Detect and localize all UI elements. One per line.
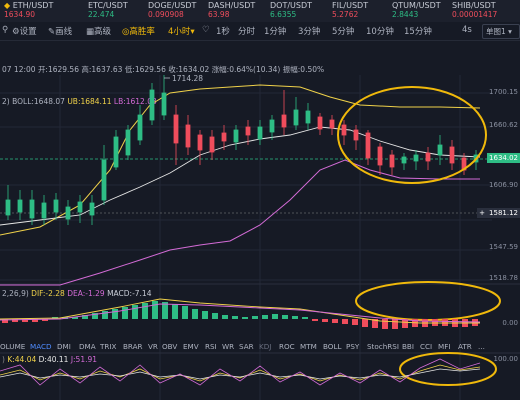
ticker-symbol: QTUM/USDT: [392, 1, 441, 10]
tab-kdj[interactable]: KDJ: [259, 342, 272, 351]
tab-macd[interactable]: MACD: [30, 342, 52, 351]
tab-rsi[interactable]: RSI: [205, 342, 217, 351]
kdj-info: ) K:44.04 D:40.11 J:51.91: [2, 355, 98, 364]
ticker-symbol: DOT/USDT: [270, 1, 313, 10]
tab-volume[interactable]: OLUME: [0, 342, 26, 351]
ticker-etc[interactable]: ETC/USDT 22.474: [88, 1, 128, 19]
price-tick: 1518.78: [489, 274, 518, 282]
macd-dea-line: [0, 303, 481, 323]
interval-15m[interactable]: 15分钟: [404, 27, 432, 37]
macd-info: 2,26,9) DIF:-2.28 DEA:-1.29 MACD:-7.14: [2, 289, 152, 298]
ticker-eth[interactable]: ◆ ETH/USDT 1634.90: [4, 1, 53, 19]
kdj-d-line: [0, 368, 481, 380]
price-tick: 1700.15: [489, 88, 518, 96]
ticker-shib[interactable]: SHIB/USDT 0.00001417: [452, 1, 497, 19]
tab-boll[interactable]: BOLL: [323, 342, 342, 351]
tab-more[interactable]: ...: [478, 342, 485, 351]
plus-icon: +: [479, 209, 486, 217]
ticker-price: 6.6355: [270, 10, 297, 19]
candlestick-chart[interactable]: [0, 75, 520, 400]
kdj-k-line: [0, 364, 481, 382]
interval-1s[interactable]: 1秒: [216, 27, 230, 37]
ticker-symbol: DOGE/USDT: [148, 1, 197, 10]
tab-cci[interactable]: CCI: [420, 342, 433, 351]
interval-5m[interactable]: 5分钟: [332, 27, 355, 37]
tab-brar[interactable]: BRAR: [123, 342, 143, 351]
chart-toolbar: ⚲ ⚙设置 ✎画线 ▦高级 ◎高胜率 4小时▾ ♡ 1秒 分时 1分钟 3分钟 …: [0, 22, 520, 41]
ticker-price: 22.474: [88, 10, 115, 19]
tab-emv[interactable]: EMV: [183, 342, 199, 351]
price-tick: 1606.90: [489, 181, 518, 189]
kdj-j-line: [0, 358, 481, 386]
annotation-ellipse-price: [337, 86, 487, 184]
tab-sar[interactable]: SAR: [239, 342, 254, 351]
ticker-dash[interactable]: DASH/USDT 63.98: [208, 1, 255, 19]
tab-stochrsi[interactable]: StochRSI: [367, 342, 399, 351]
ticker-price: 2.8443: [392, 10, 419, 19]
kdj-scale: 100.00: [493, 355, 519, 363]
boll-lower-line: [0, 159, 480, 286]
macd-dif-line: [0, 298, 480, 324]
candles-up: [5, 75, 479, 225]
annotation-ellipse-kdj: [399, 352, 497, 386]
tab-dma[interactable]: DMA: [79, 342, 96, 351]
macd-histogram: [2, 301, 478, 329]
tab-trix[interactable]: TRIX: [100, 342, 117, 351]
draw-line-button[interactable]: ✎画线: [48, 27, 73, 37]
macd-scale: 0.00: [502, 319, 518, 327]
tab-atr[interactable]: ATR: [458, 342, 472, 351]
interval-10m[interactable]: 10分钟: [366, 27, 394, 37]
current-price-tag: 1634.02: [487, 153, 520, 163]
ohlc-info: 07 12:00 开:1629.56 高:1637.63 低:1629.56 收…: [2, 65, 325, 74]
candles-down: [173, 90, 467, 175]
ticker-symbol: FIL/USDT: [332, 1, 369, 10]
ticker-bar: ◆ ETH/USDT 1634.90 ETC/USDT 22.474 DOGE/US…: [0, 0, 520, 23]
interval-3m[interactable]: 3分钟: [298, 27, 321, 37]
tab-mfi[interactable]: MFI: [438, 342, 451, 351]
advanced-chart-button[interactable]: ▦高级: [86, 27, 112, 37]
interval-1m[interactable]: 1分钟: [264, 27, 287, 37]
tab-vr[interactable]: VR: [148, 342, 158, 351]
ticker-price: 1634.90: [4, 10, 36, 19]
tab-obv[interactable]: OBV: [162, 342, 178, 351]
interval-timeshare[interactable]: 分时: [238, 27, 256, 37]
ticker-doge[interactable]: DOGE/USDT 0.090908: [148, 1, 196, 19]
tab-bbi[interactable]: BBI: [402, 342, 414, 351]
tab-roc[interactable]: ROC: [279, 342, 295, 351]
interval-4s[interactable]: 4s: [462, 25, 472, 35]
crosshair-price-tag: +1581.12: [477, 208, 520, 218]
annotation-ellipse-macd: [355, 281, 501, 321]
tab-mtm[interactable]: MTM: [300, 342, 317, 351]
magnet-icon[interactable]: ⚲: [2, 25, 9, 35]
ticker-qtum[interactable]: QTUM/USDT 2.8443: [392, 1, 441, 19]
price-tick: 1547.59: [489, 243, 518, 251]
ticker-price: 5.2762: [332, 10, 359, 19]
boll-info: 2) BOLL:1648.07 UB:1684.11 LB:1612.03: [2, 97, 157, 106]
favorite-icon[interactable]: ♡: [202, 25, 210, 35]
layout-select[interactable]: 单图1 ▾: [482, 24, 520, 39]
indicator-tabs: OLUME MACD DMI DMA TRIX BRAR VR OBV EMV …: [0, 341, 520, 353]
high-price-marker: 1714.28: [172, 74, 204, 83]
tab-dmi[interactable]: DMI: [57, 342, 71, 351]
tab-psy[interactable]: PSY: [346, 342, 360, 351]
ticker-fil[interactable]: FIL/USDT 5.2762: [332, 1, 368, 19]
ticker-symbol: ETH/USDT: [12, 1, 54, 10]
ticker-symbol: DASH/USDT: [208, 1, 256, 10]
tab-wr[interactable]: WR: [222, 342, 235, 351]
ticker-price: 0.00001417: [452, 10, 498, 19]
ticker-dot[interactable]: DOT/USDT 6.6355: [270, 1, 312, 19]
settings-button[interactable]: ⚙设置: [12, 27, 37, 37]
ticker-symbol: SHIB/USDT: [452, 1, 496, 10]
ticker-symbol: ETC/USDT: [88, 1, 128, 10]
high-winrate-button[interactable]: ◎高胜率: [122, 27, 155, 37]
boll-upper-line: [0, 84, 481, 236]
price-tick: 1660.62: [489, 121, 518, 129]
interval-select[interactable]: 4小时▾: [168, 27, 195, 37]
ticker-price: 0.090908: [148, 10, 184, 19]
eth-icon: ◆: [4, 1, 11, 10]
boll-mid-line: [0, 126, 481, 226]
ticker-price: 63.98: [208, 10, 230, 19]
